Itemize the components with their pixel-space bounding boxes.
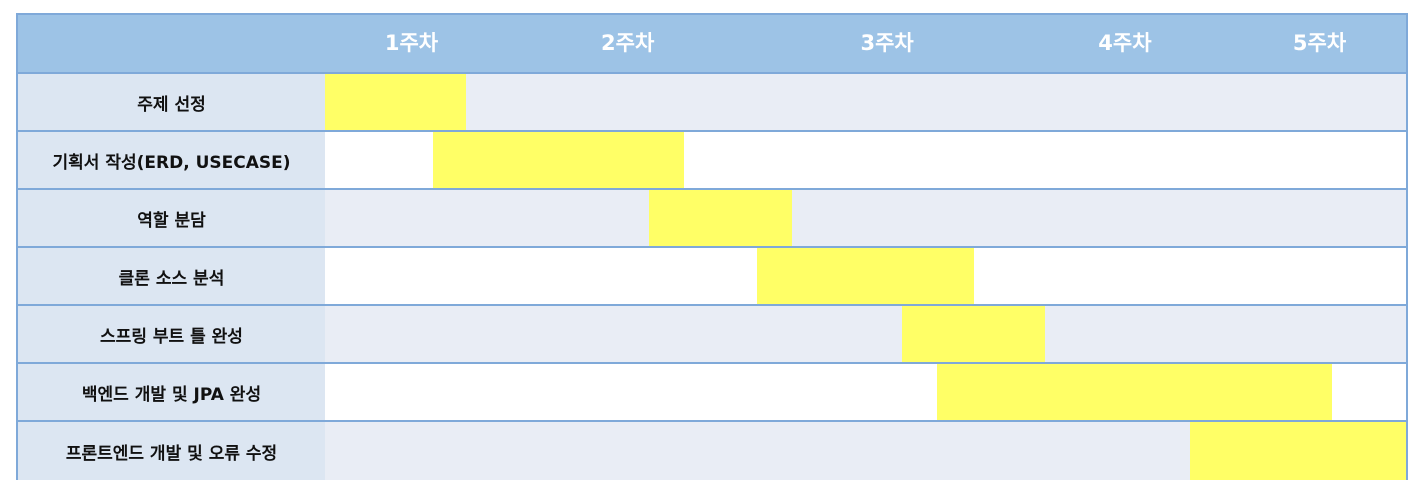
task-label: 기획서 작성(ERD, USECASE) xyxy=(18,132,325,188)
week-label: 4주차 xyxy=(1098,15,1151,72)
task-bar xyxy=(325,74,466,130)
task-row: 프론트엔드 개발 및 오류 수정 xyxy=(18,422,1406,480)
task-bar xyxy=(757,248,973,304)
task-label: 백엔드 개발 및 JPA 완성 xyxy=(18,364,325,420)
task-label: 역할 분담 xyxy=(18,190,325,246)
week-label: 1주차 xyxy=(385,15,438,72)
week-label: 2주차 xyxy=(601,15,654,72)
task-row: 백엔드 개발 및 JPA 완성 xyxy=(18,364,1406,422)
task-row: 클론 소스 분석 xyxy=(18,248,1406,306)
task-row: 역할 분담 xyxy=(18,190,1406,248)
task-label: 클론 소스 분석 xyxy=(18,248,325,304)
task-bar xyxy=(902,306,1045,362)
header-row: 1주차 2주차 3주차 4주차 5주차 xyxy=(18,15,1406,74)
week-label: 5주차 xyxy=(1293,15,1346,72)
gantt-chart: 1주차 2주차 3주차 4주차 5주차 주제 선정 기획서 작성(ERD, USECASE… xyxy=(16,13,1408,480)
task-row: 스프링 부트 틀 완성 xyxy=(18,306,1406,364)
task-row: 주제 선정 xyxy=(18,74,1406,132)
task-label: 주제 선정 xyxy=(18,74,325,130)
task-bar xyxy=(649,190,792,246)
task-label: 스프링 부트 틀 완성 xyxy=(18,306,325,362)
task-label: 프론트엔드 개발 및 오류 수정 xyxy=(18,422,325,480)
task-bar xyxy=(433,132,684,188)
week-label: 3주차 xyxy=(860,15,913,72)
task-bar xyxy=(1190,422,1406,480)
task-row: 기획서 작성(ERD, USECASE) xyxy=(18,132,1406,190)
task-bar xyxy=(937,364,1333,420)
